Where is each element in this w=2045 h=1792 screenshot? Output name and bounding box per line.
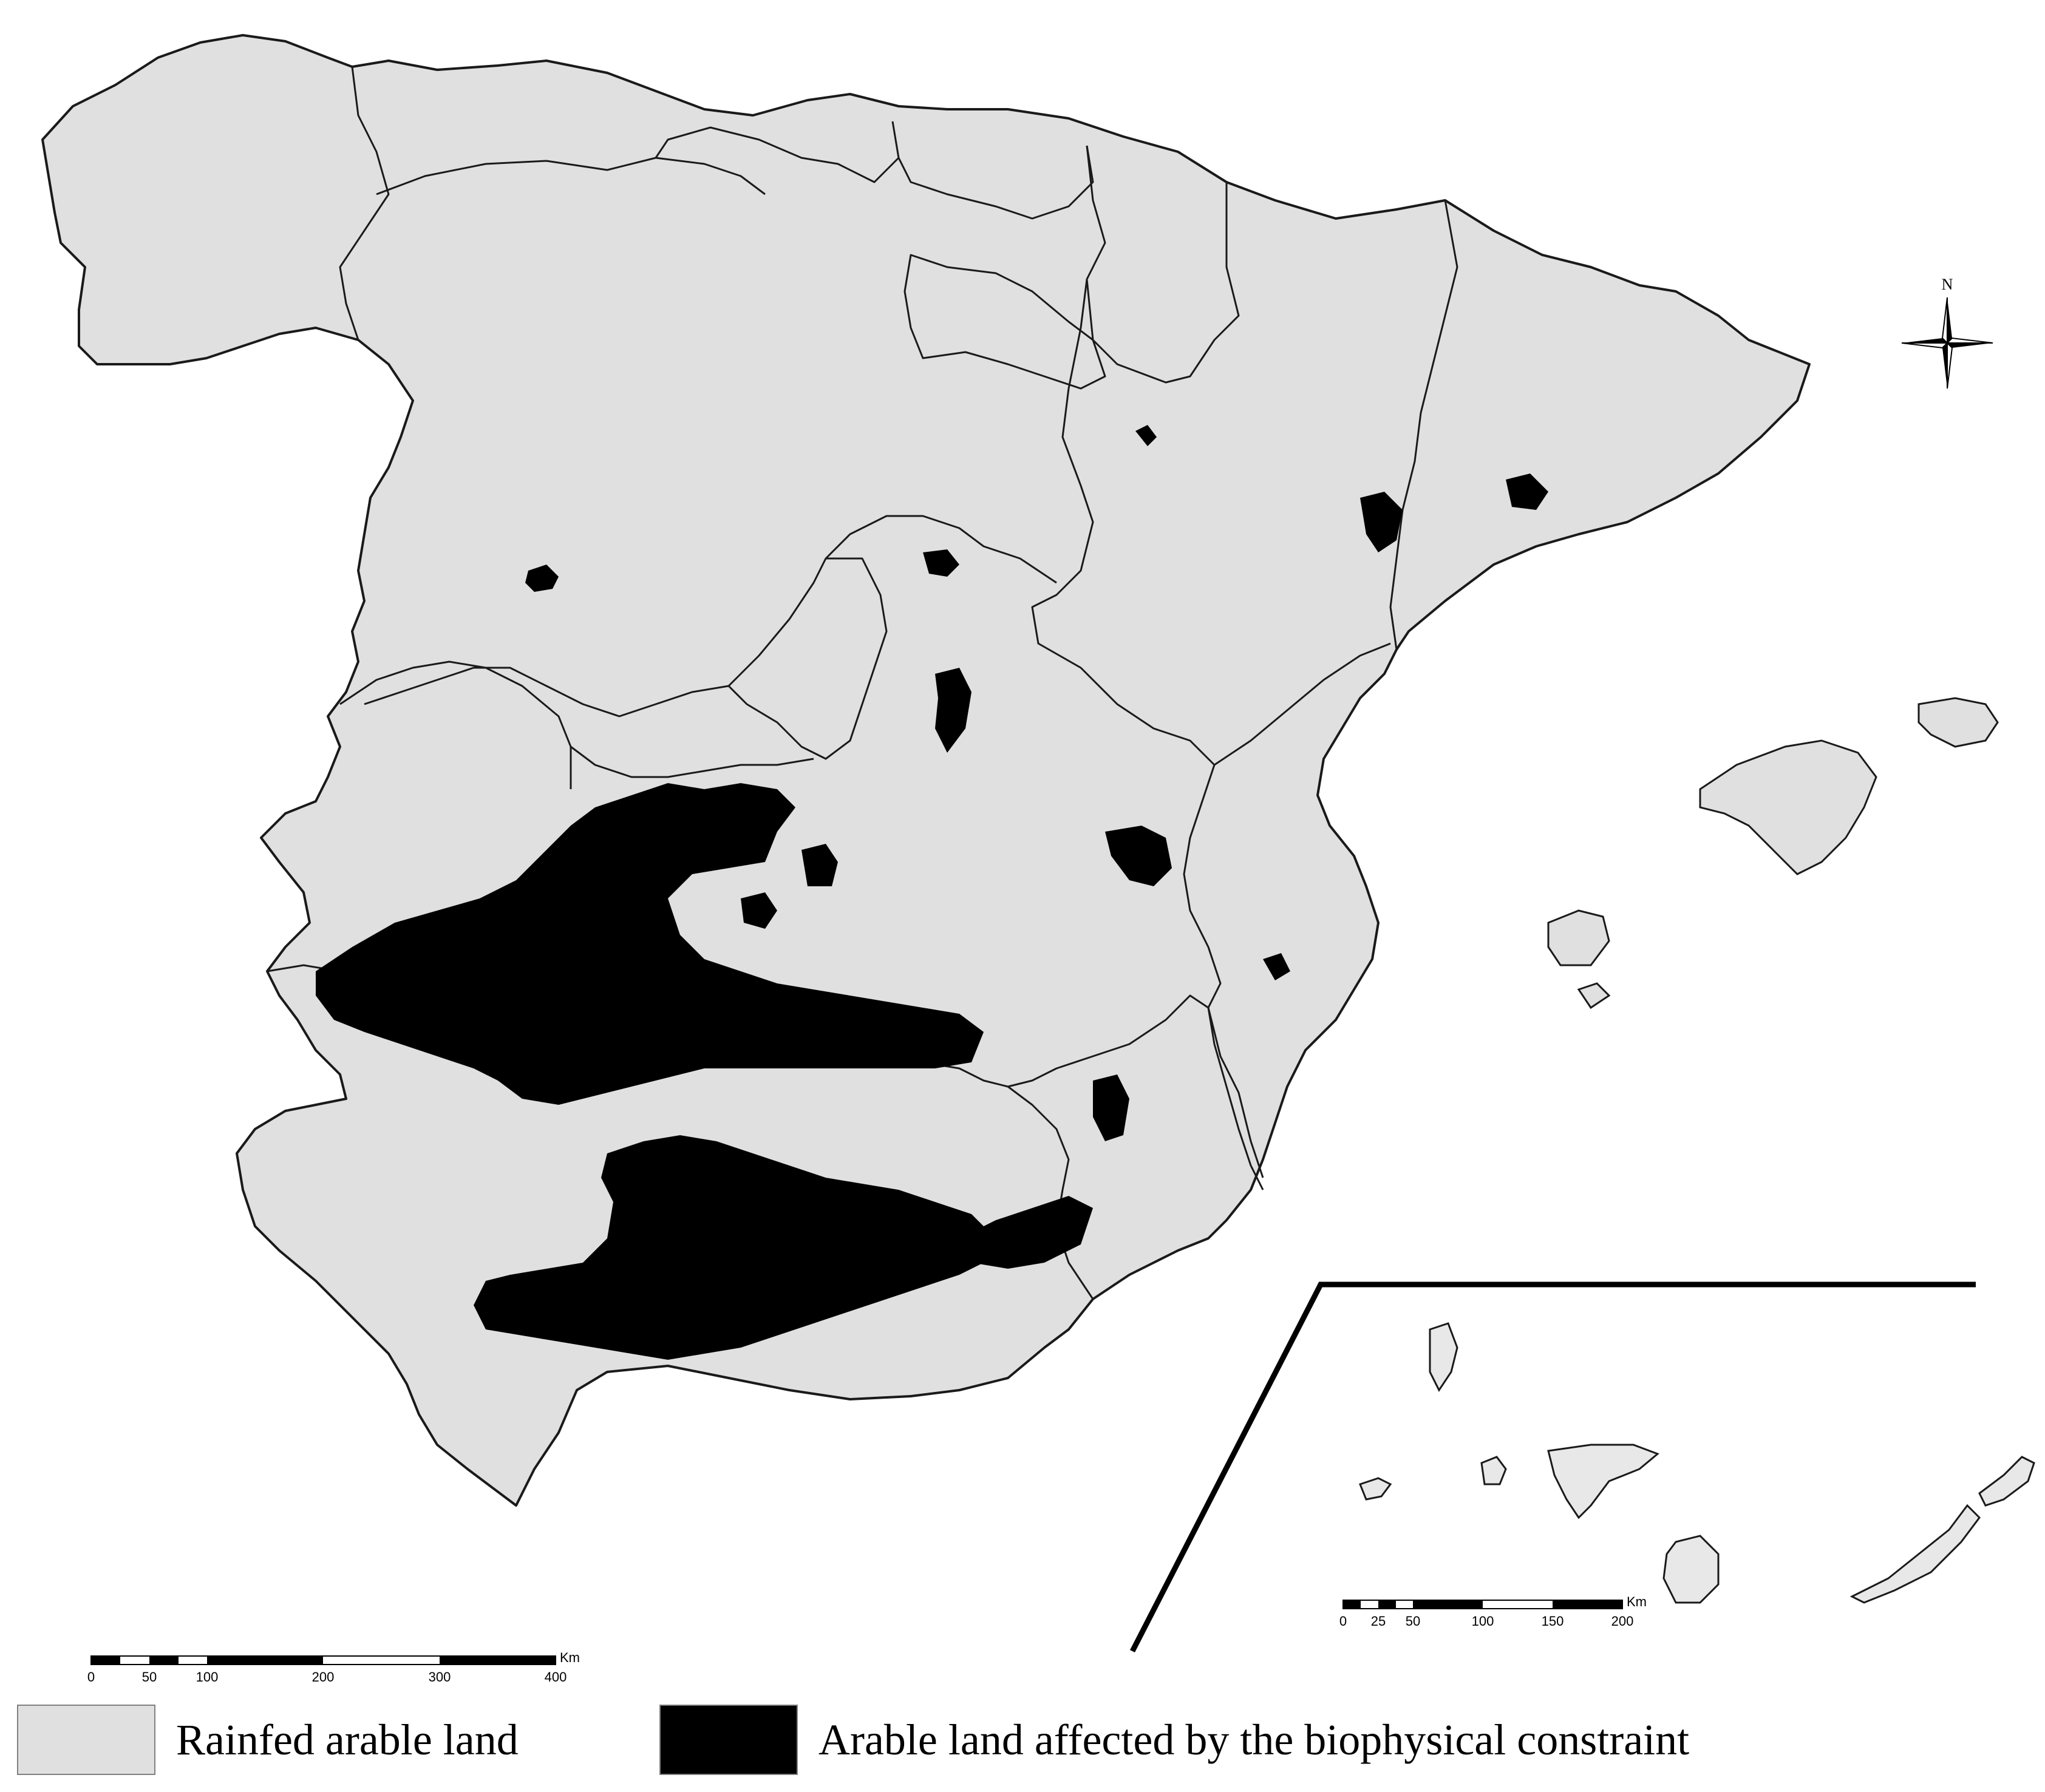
border-extremadura-north (339, 660, 572, 789)
scale-bar-canary: 0 25 50 100 150 200 Km (1339, 1594, 1647, 1629)
affected-extremadura (316, 783, 984, 1105)
lanzarote (1978, 1456, 2035, 1507)
gran-canaria (1662, 1535, 1720, 1604)
border-navarra (1086, 145, 1240, 384)
scale-canary-tick-200: 200 (1611, 1614, 1634, 1629)
affected-areas (316, 425, 1548, 1360)
compass-west-arm (1902, 338, 1947, 343)
border-galicia (339, 66, 390, 341)
affected-spot-5 (1360, 492, 1403, 552)
affected-spot-2 (923, 549, 959, 577)
legend-label-rainfed: Rainfed arable land (176, 1715, 519, 1764)
border-madrid (727, 557, 888, 760)
compass-east-arm (1947, 343, 1993, 348)
border-cantabria (655, 121, 900, 183)
border-andalusia-murcia (1007, 1085, 1094, 1300)
scale-canary-tick-50: 50 (1406, 1614, 1420, 1629)
compass-south-arm-light (1947, 341, 1953, 389)
border-aragon-castilla (1031, 279, 1216, 766)
tenerife (1547, 1444, 1659, 1519)
scale-bar-canary-seg-1 (1343, 1600, 1361, 1609)
border-valencia-murcia (1207, 1007, 1264, 1178)
scale-bar-main-seg-3 (207, 1656, 323, 1665)
border-aragon-valencia (1214, 642, 1391, 766)
scale-main-tick-200: 200 (312, 1669, 335, 1685)
canary-islands (1359, 1322, 2035, 1604)
el-hierro (1359, 1477, 1392, 1501)
border-cantabria-asturias (376, 157, 766, 195)
compass-south-arm (1942, 343, 1947, 389)
scale-bar-canary-seg-2 (1378, 1600, 1396, 1609)
scale-canary-tick-150: 150 (1542, 1614, 1564, 1629)
border-larioja (903, 254, 1106, 390)
compass-north-arm-light (1941, 297, 1948, 345)
border-castilla-leon-south (364, 515, 1057, 718)
legend-swatch-affected (659, 1705, 798, 1775)
border-aragon-catalonia (1389, 200, 1458, 650)
affected-spot-3 (935, 668, 971, 753)
border-extremadura-east (570, 745, 814, 778)
scale-canary-tick-25: 25 (1371, 1614, 1386, 1629)
scale-bar-main-seg-2 (149, 1656, 179, 1665)
legend-label-affected: Arable land affected by the biophysical … (818, 1715, 1690, 1764)
border-castilla-lamancha-valencia (1183, 764, 1222, 1008)
scale-main-unit: Km (560, 1650, 580, 1665)
legend-item-affected: Arable land affected by the biophysical … (659, 1705, 1689, 1775)
compass: N (1901, 276, 1993, 389)
affected-andalusia (474, 1135, 996, 1360)
affected-spot-8 (801, 844, 838, 886)
ibiza (1547, 909, 1610, 966)
fuerteventura (1849, 1504, 1981, 1604)
inset-frame (1129, 1281, 1976, 1653)
affected-spot-10 (1135, 425, 1157, 446)
scale-canary-tick-0: 0 (1339, 1614, 1347, 1629)
border-basque (897, 145, 1094, 220)
la-palma (1429, 1322, 1458, 1392)
scale-bar-canary-seg-3 (1413, 1600, 1483, 1609)
affected-spot-11 (1263, 953, 1290, 980)
formentera (1577, 982, 1611, 1010)
scale-main-tick-50: 50 (142, 1669, 157, 1685)
menorca (1917, 697, 1999, 748)
region-borders (267, 66, 1458, 1300)
affected-andalusia-east (959, 1196, 1093, 1269)
legend-item-rainfed: Rainfed arable land (17, 1705, 519, 1775)
affected-spot-1 (525, 565, 559, 592)
legend-swatch-rainfed (17, 1705, 155, 1775)
scale-bar-canary-seg-4 (1553, 1600, 1622, 1609)
la-gomera (1480, 1456, 1507, 1485)
scale-canary-tick-100: 100 (1472, 1614, 1494, 1629)
compass-west-arm-light (1901, 342, 1949, 349)
balearic-islands (1547, 697, 1999, 1010)
scale-canary-unit: Km (1627, 1594, 1647, 1609)
scale-bar-main: 0 50 100 200 300 400 Km (87, 1650, 580, 1685)
mallorca (1699, 739, 1877, 875)
scale-main-tick-100: 100 (196, 1669, 219, 1685)
canary-inset (1129, 1281, 2035, 1653)
compass-north-arm (1947, 297, 1952, 343)
compass-north-label: N (1942, 276, 1953, 293)
affected-spot-4 (1105, 826, 1172, 886)
affected-spot-6 (1506, 473, 1548, 510)
scale-bar-main-seg-1 (91, 1656, 120, 1665)
compass-east-arm-light (1945, 337, 1993, 344)
scale-main-tick-400: 400 (545, 1669, 567, 1685)
scale-bar-main-seg-4 (440, 1656, 556, 1665)
affected-spot-7 (1093, 1074, 1129, 1141)
border-murcia (1007, 994, 1264, 1190)
scale-main-tick-0: 0 (87, 1669, 95, 1685)
affected-spot-9 (741, 892, 777, 929)
scale-main-tick-300: 300 (429, 1669, 451, 1685)
